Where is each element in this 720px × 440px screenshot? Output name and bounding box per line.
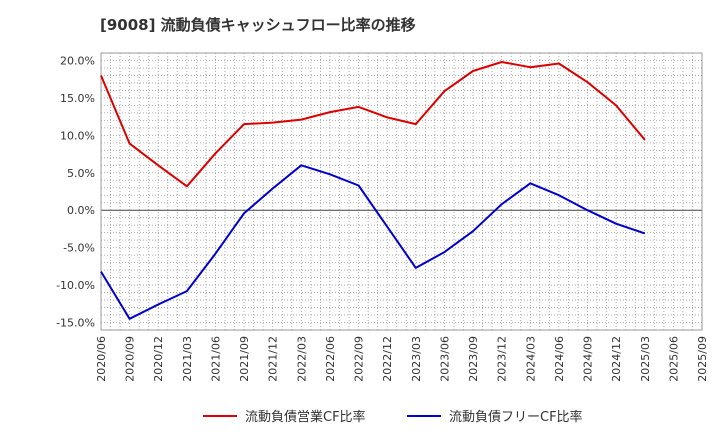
x-tick-label: 2021/09 [238, 336, 251, 382]
x-tick-label: 2022/06 [324, 336, 337, 382]
x-tick-label: 2021/03 [181, 336, 194, 382]
chart-title: [9008] 流動負債キャッシュフロー比率の推移 [100, 16, 416, 34]
series-layer [100, 61, 646, 320]
x-tick-label: 2022/09 [353, 336, 366, 382]
x-tick-label: 2025/09 [696, 336, 709, 382]
x-tick-label: 2022/12 [381, 336, 394, 382]
x-tick-label: 2020/09 [124, 336, 137, 382]
y-tick-label: 15.0% [60, 92, 95, 105]
y-tick-label: 10.0% [60, 129, 95, 142]
x-tick-label: 2021/06 [209, 336, 222, 382]
x-tick-label: 2024/09 [582, 336, 595, 382]
x-tick-label: 2021/12 [267, 336, 280, 382]
legend-label-1: 流動負債営業CF比率 [245, 409, 366, 425]
x-axis-ticks: 2020/06 2020/09 2020/12 2021/03 2021/06 2021/… [95, 336, 709, 382]
y-tick-label: -5.0% [63, 242, 95, 255]
legend: 流動負債営業CF比率 流動負債フリーCF比率 [203, 409, 583, 425]
x-tick-label: 2024/03 [524, 336, 537, 382]
y-tick-label: 5.0% [67, 167, 95, 180]
grid-layer [101, 52, 702, 331]
x-tick-label: 2024/06 [553, 336, 566, 382]
x-tick-label: 2023/09 [467, 336, 480, 382]
x-tick-label: 2020/12 [152, 336, 165, 382]
y-axis-ticks: 20.0% 15.0% 10.0% 5.0% 0.0% -5.0% -10.0% -15.0% [56, 54, 95, 329]
y-tick-label: -10.0% [56, 279, 95, 292]
x-tick-label: 2020/06 [95, 336, 108, 382]
x-tick-label: 2023/03 [410, 336, 423, 382]
legend-label-2: 流動負債フリーCF比率 [449, 409, 583, 425]
series-line-2 [100, 164, 646, 320]
series-line-1 [100, 61, 646, 188]
y-tick-label: 20.0% [60, 54, 95, 67]
plot-area-frame [100, 52, 703, 331]
x-tick-label: 2025/03 [639, 336, 652, 382]
y-tick-label: 0.0% [67, 204, 95, 217]
x-tick-label: 2024/12 [610, 336, 623, 382]
y-tick-label: -15.0% [56, 317, 95, 330]
x-tick-label: 2025/06 [667, 336, 680, 382]
x-tick-label: 2023/06 [438, 336, 451, 382]
x-tick-label: 2023/12 [496, 336, 509, 382]
x-tick-label: 2022/03 [295, 336, 308, 382]
